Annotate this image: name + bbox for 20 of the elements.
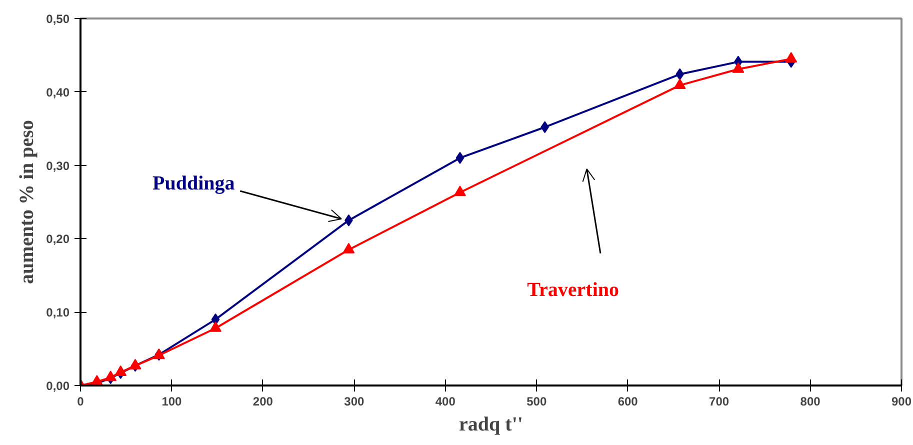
y-tick-label: 0,00 bbox=[46, 379, 70, 393]
y-tick-label: 0,20 bbox=[46, 232, 70, 246]
x-tick-label: 300 bbox=[344, 394, 365, 408]
text: Travertino bbox=[527, 279, 620, 302]
x-tick-label: 0 bbox=[77, 394, 84, 408]
text: Puddinga bbox=[152, 172, 235, 195]
x-tick-label: 600 bbox=[618, 394, 638, 408]
x-tick-label: 700 bbox=[709, 394, 730, 408]
y-tick-label: 0,40 bbox=[46, 85, 70, 100]
x-tick-label: 400 bbox=[435, 394, 456, 408]
x-axis-title: radq t'' bbox=[459, 414, 523, 436]
y-tick-label: 0,30 bbox=[46, 158, 70, 173]
x-tick-label: 800 bbox=[800, 394, 821, 408]
y-axis-title: aumento % in peso bbox=[16, 120, 38, 284]
x-tick-label: 500 bbox=[526, 394, 547, 408]
x-tick-label: 900 bbox=[891, 394, 912, 408]
y-tick-label: 0,10 bbox=[46, 306, 70, 320]
y-tick-label: 0,50 bbox=[46, 12, 70, 26]
x-tick-label: 200 bbox=[252, 394, 274, 408]
x-tick-label: 100 bbox=[162, 394, 182, 408]
